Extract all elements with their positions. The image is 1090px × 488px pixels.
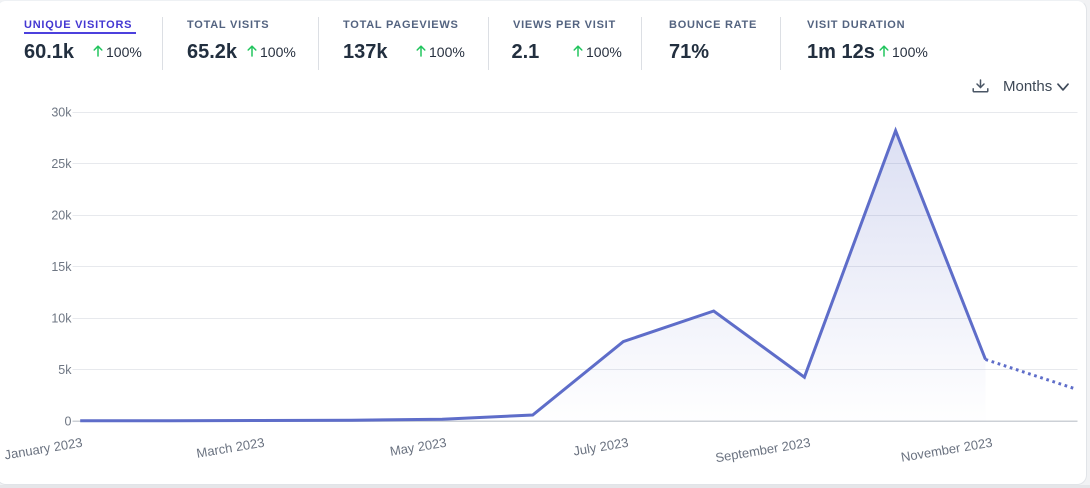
svg-text:May 2023: May 2023 <box>389 435 448 459</box>
svg-text:25k: 25k <box>51 157 72 171</box>
svg-text:15k: 15k <box>51 260 72 274</box>
svg-text:September 2023: September 2023 <box>714 435 811 466</box>
svg-text:March 2023: March 2023 <box>195 435 265 461</box>
svg-text:November 2023: November 2023 <box>900 435 994 465</box>
svg-text:0: 0 <box>65 415 72 429</box>
svg-text:20k: 20k <box>51 209 72 223</box>
svg-text:July 2023: July 2023 <box>572 435 629 459</box>
svg-text:5k: 5k <box>58 363 72 377</box>
svg-text:January 2023: January 2023 <box>3 435 83 463</box>
svg-text:30k: 30k <box>51 106 72 120</box>
svg-text:10k: 10k <box>51 312 72 326</box>
